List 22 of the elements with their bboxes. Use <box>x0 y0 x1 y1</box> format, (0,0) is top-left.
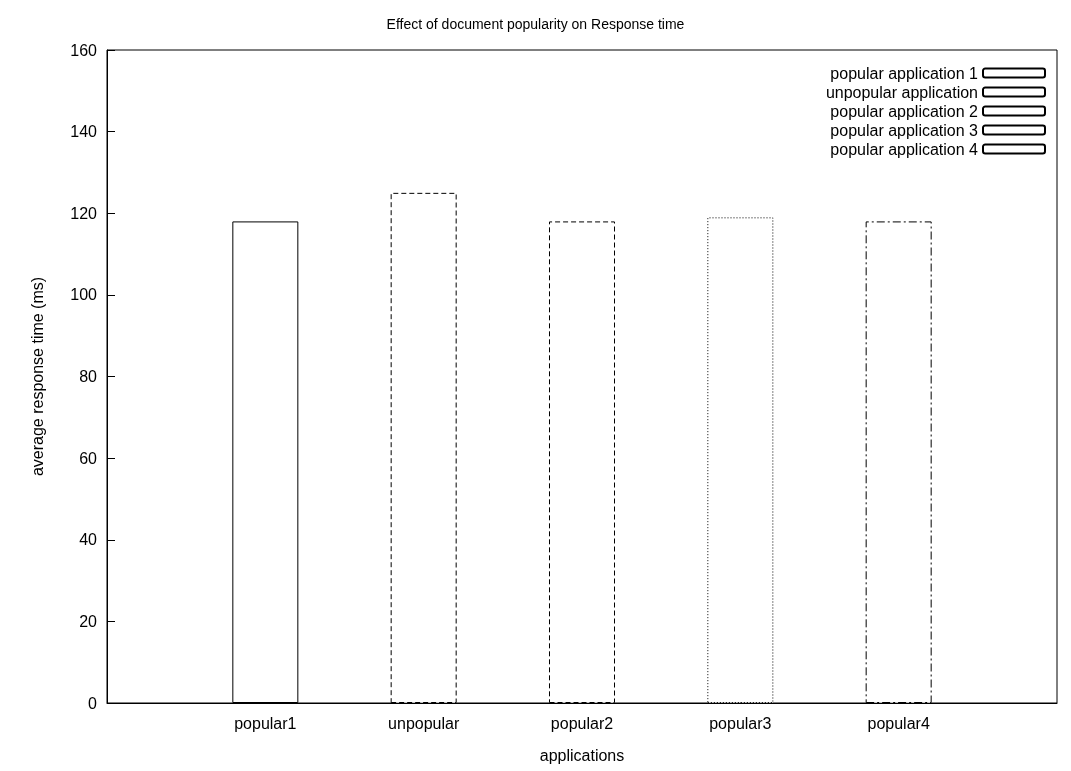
y-tick-label: 100 <box>70 286 98 304</box>
y-tick-label: 120 <box>70 204 98 222</box>
x-tick-label: popular1 <box>234 714 297 732</box>
legend-label: popular application 4 <box>830 140 979 158</box>
y-axis-title: average response time (ms) <box>28 276 46 477</box>
legend-label: popular application 3 <box>830 121 979 139</box>
y-tick-label: 0 <box>88 694 98 712</box>
legend-label: popular application 2 <box>830 102 979 120</box>
legend-label: unpopular application <box>825 83 978 101</box>
x-tick-label: popular2 <box>550 714 614 732</box>
y-tick-label: 80 <box>79 368 98 385</box>
y-tick-label: 20 <box>79 612 98 630</box>
x-tick-label: unpopular <box>388 714 460 732</box>
chart-title: Effect of document popularity on Response time <box>386 16 685 32</box>
y-tick-label: 40 <box>79 531 98 549</box>
y-tick-label: 60 <box>79 449 98 467</box>
y-tick-label: 140 <box>70 123 98 141</box>
x-tick-label: popular4 <box>867 714 930 732</box>
x-tick-label: popular3 <box>709 714 772 732</box>
y-tick-label: 160 <box>70 41 98 59</box>
x-axis-title: applications <box>539 746 625 764</box>
legend-label: popular application 1 <box>830 64 979 82</box>
